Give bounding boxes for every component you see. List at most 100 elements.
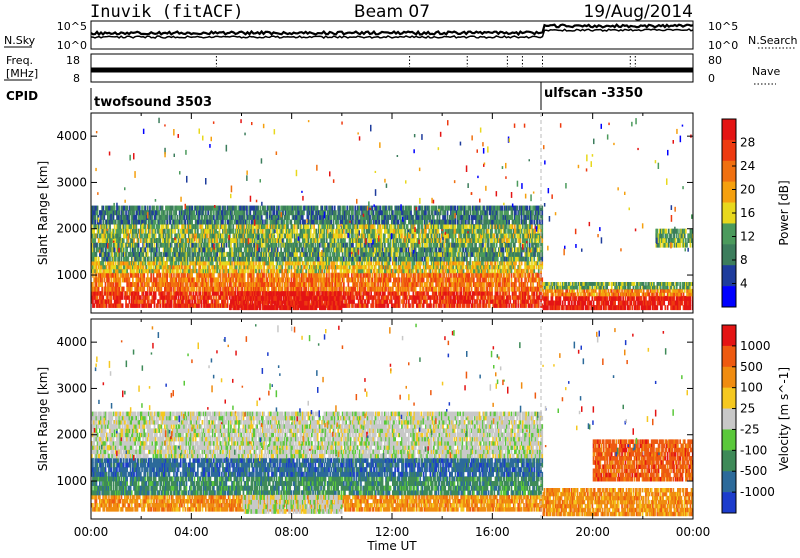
heatmap-cell [435,287,437,292]
heatmap-cell [147,287,149,292]
heatmap-cell [365,277,367,282]
heatmap-cell [194,287,196,292]
heatmap-cell [398,261,400,265]
heatmap-cell [154,287,156,292]
heatmap-cell [427,291,429,296]
heatmap-cell [503,247,505,252]
heatmap-cell [514,243,516,248]
heatmap-cell [432,282,434,287]
heatmap-cell [148,257,150,262]
heatmap-cell [334,252,336,257]
heatmap-cell [504,261,506,265]
heatmap-cell [109,229,111,234]
freq-tick-low: 8 [73,72,80,85]
heatmap-cell [224,299,226,304]
heatmap-cell [334,261,336,265]
heatmap-cell [328,261,330,265]
heatmap-cell [427,261,429,265]
heatmap-cell [201,299,203,304]
heatmap-cell [102,295,104,300]
heatmap-cell [131,287,133,292]
heatmap-cell [296,252,298,257]
heatmap-cell [220,273,222,278]
heatmap-cell [489,269,491,273]
heatmap-cell [522,273,524,278]
heatmap-cell [463,247,465,252]
heatmap-cell [532,282,534,287]
heatmap-cell [484,261,486,265]
heatmap-cell [378,261,380,265]
heatmap-cell [278,257,280,262]
heatmap-cell [348,273,350,278]
heatmap-cell [301,287,303,292]
heatmap-cell [357,295,359,300]
heatmap-cell [220,269,222,273]
heatmap-cell [395,265,397,269]
heatmap-cell [232,287,234,292]
heatmap-cell [283,261,285,265]
heatmap-cell [147,252,149,257]
heatmap-cell [106,303,108,308]
heatmap-cell [237,243,239,248]
heatmap-cell [151,287,153,292]
heatmap-cell [99,229,101,234]
heatmap-cell [166,273,168,278]
heatmap-cell [145,247,147,252]
heatmap-cell [187,291,189,296]
heatmap-cell [419,265,421,269]
heatmap-cell [470,299,472,304]
heatmap-cell [133,269,135,273]
heatmap-cell [279,282,281,287]
heatmap-cell [523,269,525,273]
heatmap-cell [148,299,150,304]
heatmap-cell [353,299,355,304]
heatmap-cell [102,261,104,265]
heatmap-cell [387,303,389,308]
heatmap-cell [463,265,465,269]
heatmap-cell [424,291,426,296]
heatmap-cell [155,295,157,300]
heatmap-cell [422,243,424,248]
freq-tick-high: 18 [66,54,80,67]
heatmap-cell [486,303,488,308]
heatmap-cell [106,224,108,229]
heatmap-cell [155,291,157,296]
heatmap-cell [392,287,394,292]
heatmap-cell [385,273,387,278]
heatmap-cell [191,273,193,278]
heatmap-cell [195,252,197,257]
heatmap-cell [353,261,355,265]
heatmap-cell [159,299,161,304]
heatmap-cell [361,299,363,304]
heatmap-cell [373,299,375,304]
heatmap-cell [96,282,98,287]
heatmap-cell [120,277,122,282]
heatmap-cell [229,273,231,278]
heatmap-cell [435,247,437,252]
heatmap-cell [495,269,497,273]
heatmap-cell [525,277,527,282]
heatmap-cell [491,287,493,292]
heatmap-cell [105,261,107,265]
heatmap-cell [297,265,299,269]
heatmap-cell [511,277,513,282]
heatmap-cell [101,282,103,287]
heatmap-cell [147,273,149,278]
heatmap-cell [318,282,320,287]
heatmap-cell [139,303,141,308]
heatmap-cell [382,261,384,265]
heatmap-cell [122,295,124,300]
heatmap-cell [358,277,360,282]
heatmap-cell [307,252,309,257]
heatmap-cell [368,243,370,248]
heatmap-cell [195,265,197,269]
heatmap-cell [163,257,165,262]
heatmap-cell [476,299,478,304]
heatmap-cell [487,287,489,292]
heatmap-cell [441,247,443,252]
heatmap-cell [508,273,510,278]
heatmap-cell [380,291,382,296]
heatmap-cell [305,282,307,287]
heatmap-cell [175,261,177,265]
heatmap-cell [218,291,220,296]
